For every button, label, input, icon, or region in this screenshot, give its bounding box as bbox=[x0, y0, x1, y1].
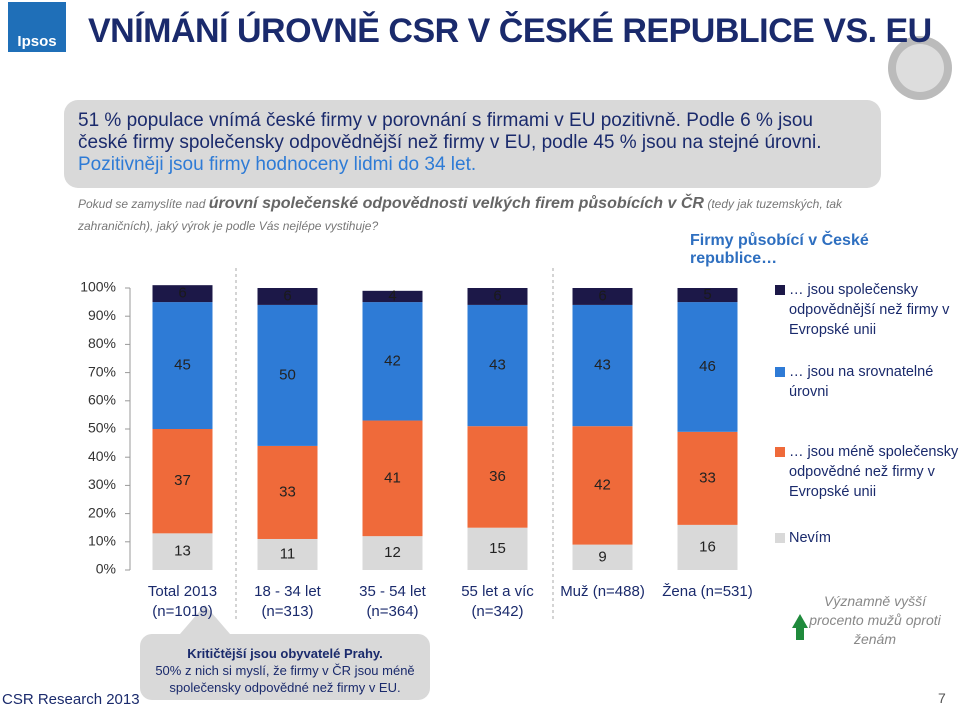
bar-segment bbox=[572, 288, 633, 305]
question-emphasis: úrovní společenské odpovědnosti velkých … bbox=[208, 195, 704, 212]
value-label: 6 bbox=[178, 285, 186, 302]
value-label: 6 bbox=[283, 287, 291, 304]
value-label: 45 bbox=[174, 357, 191, 374]
callout: Kritičtější jsou obyvatelé Prahy. 50% z n… bbox=[140, 634, 430, 700]
bar-segment bbox=[152, 285, 213, 303]
bar-segment bbox=[677, 524, 738, 570]
title: VNÍMÁNÍ ÚROVNĚ CSR V ČESKÉ REPUBLICE VS.… bbox=[88, 12, 932, 50]
value-label: 11 bbox=[280, 545, 296, 562]
value-label: 36 bbox=[489, 468, 506, 485]
legend-marker bbox=[775, 447, 785, 457]
value-label: 42 bbox=[384, 352, 401, 369]
bar-segment bbox=[152, 302, 213, 429]
legend-label: … jsou společensky odpovědnější než firm… bbox=[789, 282, 950, 338]
value-label: 9 bbox=[598, 548, 606, 565]
x-tick-label: 35 - 54 let (n=364) bbox=[359, 583, 426, 620]
bar-segment bbox=[572, 304, 633, 427]
bar-segment bbox=[257, 445, 318, 539]
x-tick-label: Muž (n=488) bbox=[560, 583, 645, 600]
question-text: (tedy jak tuzemských, tak zahraničních),… bbox=[78, 197, 843, 233]
subtitle: Firmy působící v České republice… bbox=[690, 232, 869, 267]
bar-segment bbox=[257, 538, 318, 570]
value-label: 42 bbox=[594, 476, 611, 493]
legend-label: … jsou méně společensky odpovědné než fi… bbox=[789, 444, 959, 500]
summary-box: 51 % populace vnímá české firmy v porovn… bbox=[64, 100, 881, 188]
bar-segment bbox=[572, 544, 633, 570]
bar-segment bbox=[677, 431, 738, 525]
y-tick-label: 30% bbox=[88, 476, 116, 492]
x-tick-label: 18 - 34 let (n=313) bbox=[254, 583, 321, 620]
bar-segment bbox=[152, 429, 213, 534]
value-label: 16 bbox=[699, 538, 716, 555]
y-tick-label: 100% bbox=[80, 279, 116, 295]
bar-segment bbox=[257, 288, 318, 305]
question-text: Pokud se zamyslíte nad bbox=[78, 197, 209, 211]
y-tick-label: 20% bbox=[88, 504, 116, 520]
y-tick-label: 90% bbox=[88, 307, 116, 323]
page-number: 7 bbox=[938, 690, 946, 706]
y-tick-label: 40% bbox=[88, 448, 116, 464]
bar-segment bbox=[677, 302, 738, 432]
bar-segment bbox=[362, 420, 423, 537]
x-tick-label: Total 2013 (n=1019) bbox=[147, 583, 218, 620]
footer: CSR Research 2013 bbox=[2, 691, 140, 708]
value-label: 37 bbox=[174, 472, 191, 489]
y-tick-label: 70% bbox=[88, 363, 116, 379]
legend-label: Nevím bbox=[789, 530, 831, 546]
bar-segment bbox=[257, 304, 318, 446]
callout-pointer bbox=[180, 605, 230, 634]
bar-segment bbox=[467, 304, 528, 427]
bar-segment bbox=[362, 290, 423, 303]
bar-segment bbox=[362, 536, 423, 570]
value-label: 43 bbox=[594, 357, 611, 374]
legend-marker bbox=[775, 367, 785, 377]
value-label: 5 bbox=[703, 286, 711, 303]
bar-segment bbox=[467, 527, 528, 570]
legend-marker bbox=[775, 285, 785, 295]
summary-text: 51 % populace vnímá české firmy v porovn… bbox=[78, 110, 822, 153]
bar-segment bbox=[467, 426, 528, 528]
y-tick-label: 60% bbox=[88, 392, 116, 408]
value-label: 6 bbox=[598, 287, 606, 304]
callout-title: Kritičtější jsou obyvatelé Prahy. bbox=[187, 646, 383, 661]
legend-marker bbox=[775, 533, 785, 543]
summary-highlight: Pozitivněji jsou firmy hodnoceny lidmi d… bbox=[78, 154, 477, 175]
value-label: 43 bbox=[489, 357, 506, 374]
bar-segment bbox=[152, 533, 213, 570]
callout-text: 50% z nich si myslí, že firmy v ČR jsou … bbox=[155, 663, 415, 695]
y-tick-label: 50% bbox=[88, 420, 116, 436]
bar-segment bbox=[362, 302, 423, 421]
value-label: 6 bbox=[493, 287, 501, 304]
question: Pokud se zamyslíte nad úrovní společensk… bbox=[78, 193, 878, 237]
bar-segment bbox=[677, 288, 738, 303]
globe bbox=[888, 36, 952, 100]
bar-segment bbox=[467, 288, 528, 305]
value-label: 13 bbox=[174, 543, 191, 560]
significance-note: Významně vyšší procento mužů oproti žená… bbox=[809, 593, 941, 647]
x-tick-label: 55 let a víc (n=342) bbox=[461, 583, 534, 620]
value-label: 41 bbox=[384, 469, 401, 486]
value-label: 33 bbox=[279, 483, 296, 500]
value-label: 46 bbox=[699, 358, 716, 375]
value-label: 4 bbox=[388, 287, 396, 304]
y-tick-label: 10% bbox=[88, 533, 116, 549]
x-tick-label: Žena (n=531) bbox=[662, 583, 753, 600]
y-tick-label: 0% bbox=[96, 561, 116, 577]
legend-label: … jsou na srovnatelné úrovni bbox=[789, 364, 934, 400]
y-tick-label: 80% bbox=[88, 335, 116, 351]
value-label: 15 bbox=[489, 540, 506, 557]
value-label: 50 bbox=[279, 366, 296, 383]
logo: Ipsos bbox=[8, 2, 66, 52]
bar-segment bbox=[572, 426, 633, 545]
value-label: 12 bbox=[384, 544, 401, 561]
note-arrow bbox=[792, 614, 808, 640]
value-label: 33 bbox=[699, 469, 716, 486]
